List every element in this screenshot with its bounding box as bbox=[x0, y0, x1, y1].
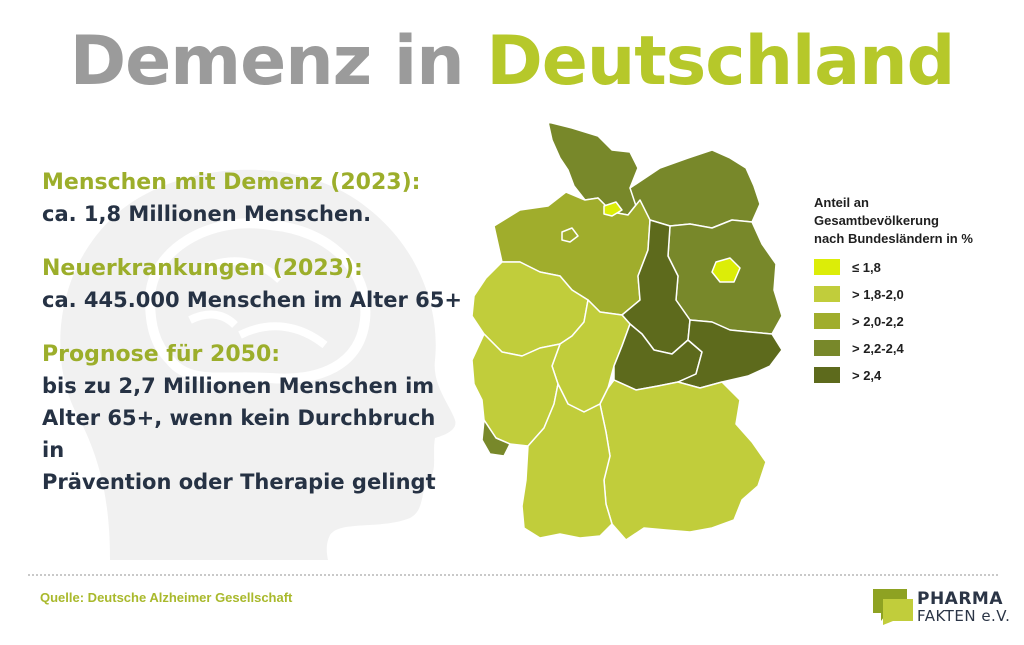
state-saarland[interactable]: Saarland bbox=[481, 419, 511, 457]
legend-swatch bbox=[814, 259, 840, 275]
state-mecklenburg-vorpommern[interactable]: Mecklenburg-Vorpommern bbox=[629, 149, 761, 229]
legend-title: Anteil an Gesamtbevölkerung nach Bundesl… bbox=[814, 194, 1014, 248]
legend-swatch bbox=[814, 340, 840, 356]
legend-title-line: Anteil an bbox=[814, 195, 869, 210]
pharma-fakten-logo: PHARMA FAKTEN e.V. bbox=[873, 585, 1013, 629]
legend-item: > 2,4 bbox=[814, 366, 1014, 384]
legend-title-line: nach Bundesländern in % bbox=[814, 231, 973, 246]
legend-item: ≤ 1,8 bbox=[814, 258, 1014, 276]
source-citation: Quelle: Deutsche Alzheimer Gesellschaft bbox=[40, 590, 293, 605]
logo-text-line-1: PHARMA bbox=[917, 589, 1004, 609]
head-silhouette-icon bbox=[60, 169, 456, 560]
footer-divider bbox=[28, 574, 998, 576]
legend-swatch bbox=[814, 367, 840, 383]
state-hamburg[interactable]: Hamburg bbox=[603, 201, 623, 217]
legend-label: > 1,8-2,0 bbox=[852, 286, 904, 302]
title-part-2: Deutschland bbox=[486, 22, 955, 101]
legend-label: > 2,2-2,4 bbox=[852, 340, 904, 356]
state-sachsen[interactable]: Sachsen bbox=[677, 319, 783, 389]
title-part-1: Demenz in bbox=[69, 22, 465, 101]
map-legend: Anteil an Gesamtbevölkerung nach Bundesl… bbox=[814, 194, 1014, 393]
state-bremen[interactable]: Bremen bbox=[561, 227, 579, 243]
legend-swatch bbox=[814, 313, 840, 329]
legend-label: ≤ 1,8 bbox=[852, 259, 881, 275]
stat-value: ca. 1,8 Millionen Menschen. bbox=[42, 202, 372, 226]
legend-swatch bbox=[814, 286, 840, 302]
stat-forecast: Prognose für 2050: bis zu 2,7 Millionen … bbox=[42, 340, 462, 498]
germany-map: Schleswig-Holstein Mecklenburg-Vorpommer… bbox=[471, 121, 783, 541]
logo-text-line-2: FAKTEN e.V. bbox=[917, 607, 1011, 625]
stats-panel: Menschen mit Demenz (2023): ca. 1,8 Mill… bbox=[42, 168, 462, 522]
stat-new-cases: Neuerkrankungen (2023): ca. 445.000 Mens… bbox=[42, 254, 462, 316]
stat-dementia-count: Menschen mit Demenz (2023): ca. 1,8 Mill… bbox=[42, 168, 462, 230]
stat-value: ca. 445.000 Menschen im Alter 65+ bbox=[42, 288, 462, 312]
state-bayern[interactable]: Bayern bbox=[599, 379, 767, 541]
stat-label: Menschen mit Demenz (2023): bbox=[42, 170, 421, 195]
legend-label: > 2,4 bbox=[852, 367, 882, 383]
state-berlin[interactable]: Berlin bbox=[711, 257, 741, 283]
stat-value: Prävention oder Therapie gelingt bbox=[42, 470, 436, 494]
state-baden-wuerttemberg[interactable]: Baden-Württemberg bbox=[521, 383, 613, 539]
legend-item: > 1,8-2,0 bbox=[814, 285, 1014, 303]
stat-value: bis zu 2,7 Millionen Menschen im bbox=[42, 374, 435, 398]
legend-item: > 2,2-2,4 bbox=[814, 339, 1014, 357]
stat-value: Alter 65+, wenn kein Durchbruch in bbox=[42, 406, 436, 462]
legend-item: > 2,0-2,2 bbox=[814, 312, 1014, 330]
legend-label: > 2,0-2,2 bbox=[852, 313, 904, 329]
stat-label: Neuerkrankungen (2023): bbox=[42, 256, 363, 281]
legend-title-line: Gesamtbevölkerung bbox=[814, 213, 939, 228]
logo-mark-icon bbox=[873, 589, 913, 625]
page-title: Demenz in Deutschland bbox=[0, 22, 1024, 102]
stat-label: Prognose für 2050: bbox=[42, 342, 281, 367]
